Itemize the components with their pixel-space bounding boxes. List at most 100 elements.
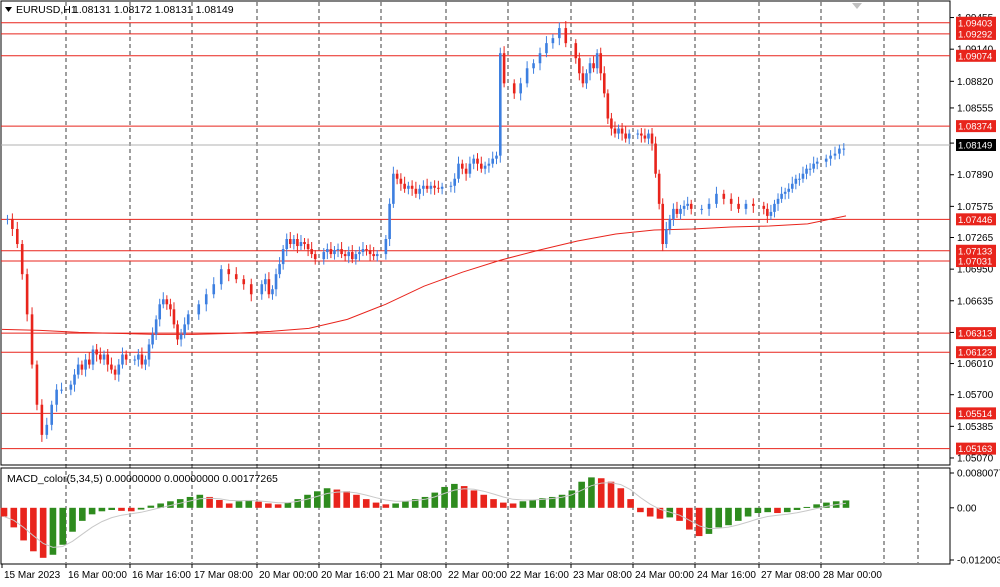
candle: [829, 150, 832, 166]
candle: [6, 214, 9, 225]
candle: [350, 245, 354, 264]
macd-bar: [79, 507, 86, 521]
svg-text:1.08374: 1.08374: [958, 122, 992, 133]
level-label: 1.06313: [956, 327, 996, 340]
macd-bar: [627, 499, 634, 508]
candle: [661, 198, 665, 252]
time-tick-label: 24 Mar 00:00: [635, 570, 694, 581]
svg-text:1.09292: 1.09292: [958, 29, 992, 40]
macd-bar: [186, 496, 194, 508]
candle: [472, 154, 475, 170]
candle: [461, 159, 464, 175]
price-tick-label: 1.05700: [957, 390, 994, 401]
price-tick-label: 1.07575: [957, 202, 994, 213]
candle: [729, 193, 733, 211]
candle: [281, 245, 285, 270]
macd-bar: [470, 490, 478, 508]
candle: [165, 295, 169, 310]
current-price-tag: 1.08149: [956, 139, 996, 152]
macd-bar: [441, 486, 448, 508]
candle: [186, 310, 190, 330]
candle: [487, 158, 491, 173]
candle: [20, 240, 24, 280]
time-tick-label: 17 Mar 08:00: [194, 570, 253, 581]
candle: [689, 199, 693, 215]
macd-bar: [588, 477, 595, 508]
macd-tick-label: 0.00: [957, 503, 977, 514]
candle: [176, 320, 179, 345]
macd-bar: [196, 494, 204, 508]
macd-bar: [774, 507, 781, 514]
candle: [30, 307, 34, 369]
price-tick-label: 1.06635: [957, 296, 994, 307]
macd-tick-label: 0.0080077: [957, 469, 1000, 480]
candle: [752, 198, 755, 213]
time-tick-label: 20 Mar 00:00: [259, 570, 318, 581]
current-price-value: 1.08149: [958, 141, 992, 152]
candle: [581, 66, 585, 88]
candle: [464, 163, 468, 181]
candle: [91, 345, 95, 371]
candle: [147, 338, 151, 367]
candle: [599, 47, 603, 81]
macd-bar: [69, 507, 76, 532]
macd-bar: [539, 498, 546, 508]
candle: [310, 242, 313, 259]
macd-bar: [431, 492, 439, 508]
macd-bar: [735, 507, 742, 521]
candle: [278, 257, 281, 279]
candle: [392, 166, 395, 208]
candle: [833, 146, 837, 160]
price-axis[interactable]: 1.094551.091401.088201.085551.082051.078…: [950, 13, 994, 464]
candle: [585, 69, 588, 89]
candle: [414, 181, 418, 198]
candle: [11, 213, 14, 236]
candle: [787, 183, 791, 199]
candle: [395, 169, 399, 185]
candle: [76, 357, 80, 379]
svg-text:1.07031: 1.07031: [958, 257, 992, 268]
macd-panel[interactable]: [0, 467, 951, 565]
candle: [384, 234, 388, 260]
macd-bar: [392, 503, 399, 508]
candle: [212, 277, 216, 299]
candle: [640, 128, 643, 143]
candle: [368, 244, 372, 262]
triangle-down-icon[interactable]: [5, 7, 12, 12]
macd-histogram: [0, 477, 850, 558]
candle: [715, 186, 718, 208]
macd-bar: [597, 478, 605, 508]
macd-bar: [167, 501, 174, 508]
svg-text:1.09074: 1.09074: [958, 51, 992, 62]
macd-signal-line: [3, 482, 847, 548]
candle: [271, 285, 274, 300]
macd-bar: [59, 507, 67, 545]
price-panel[interactable]: [0, 0, 951, 466]
time-tick-label: 27 Mar 08:00: [761, 570, 820, 581]
macd-bar: [803, 506, 811, 508]
candle: [117, 359, 121, 382]
macd-tick-label: -0.0120033: [957, 556, 1000, 567]
candle: [805, 164, 808, 180]
candle: [336, 243, 340, 258]
macd-bar: [157, 503, 164, 508]
candle: [73, 369, 76, 392]
time-axis[interactable]: 15 Mar 2023 16 Mar 00:00 16 Mar 16:00 17 Ma…: [1, 564, 882, 581]
macd-bar: [725, 507, 732, 526]
macd-bar: [284, 502, 292, 508]
candle: [333, 246, 336, 260]
macd-bar: [98, 507, 106, 512]
candle: [532, 59, 535, 74]
candle: [144, 355, 147, 371]
candle: [99, 347, 102, 364]
macd-bar: [842, 500, 850, 508]
macd-bar: [108, 507, 115, 510]
candle: [15, 221, 19, 249]
candle: [267, 272, 271, 299]
triangle-down-icon[interactable]: [852, 3, 862, 9]
candle: [744, 199, 748, 215]
candle: [25, 268, 29, 322]
macd-bar: [676, 507, 683, 521]
time-tick-label: 22 Mar 00:00: [448, 570, 507, 581]
